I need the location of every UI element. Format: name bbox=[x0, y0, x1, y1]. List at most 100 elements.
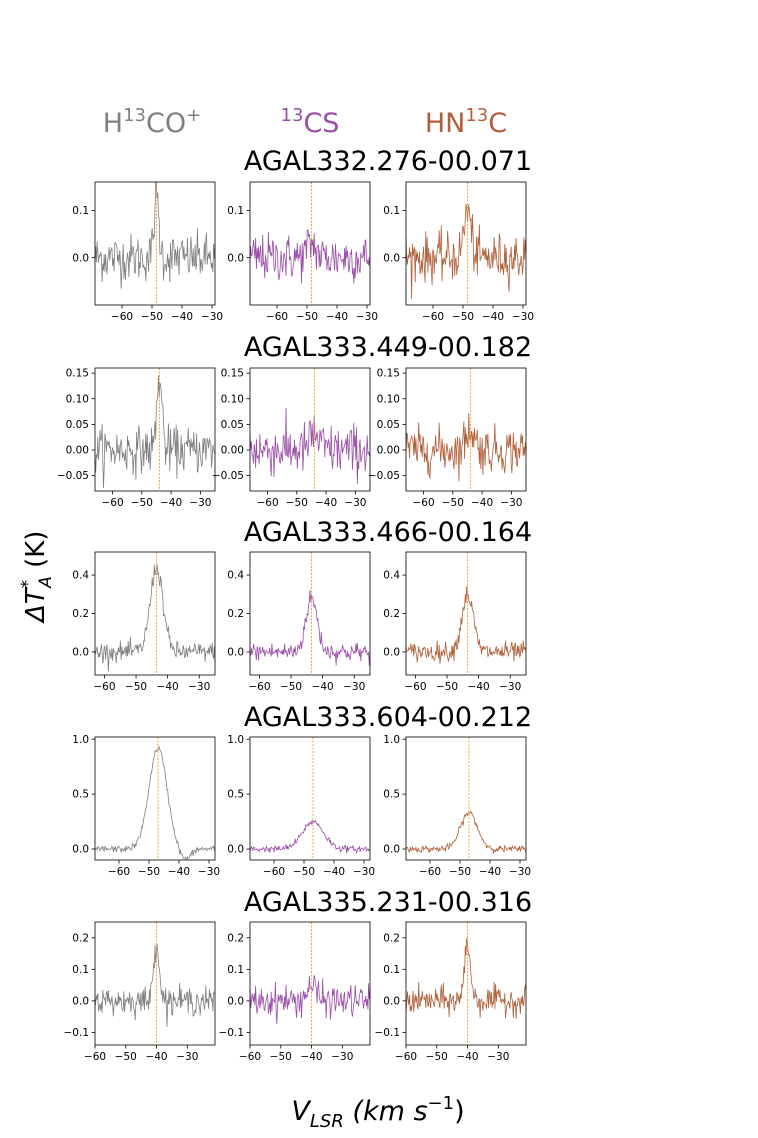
row-title-2: AGAL333.449-00.182 bbox=[244, 332, 532, 363]
plot-frame bbox=[405, 181, 527, 306]
y-tick-label: 0.0 bbox=[383, 995, 400, 1007]
y-tick-label: 0.05 bbox=[66, 419, 89, 431]
y-tick-label: 0.10 bbox=[377, 393, 400, 405]
x-tick-label: −50 bbox=[131, 497, 153, 509]
column-header-molecule: CO bbox=[146, 108, 186, 139]
plot-frame bbox=[249, 367, 371, 492]
x-tick-label: −40 bbox=[160, 497, 182, 509]
y-tick-label: −0.1 bbox=[375, 1027, 401, 1039]
y-tick-label: 0.1 bbox=[72, 964, 89, 976]
column-header-isotope: 13 bbox=[281, 105, 304, 126]
y-tick-label: 0.05 bbox=[221, 419, 244, 431]
x-tick-label: −30 bbox=[499, 681, 521, 693]
y-tick-label: 0.5 bbox=[227, 789, 244, 801]
panel-r1-c1: −60 −50 −40 −30 0.1 0.0 bbox=[72, 181, 223, 323]
x-axis-label-unit: (km s bbox=[344, 1096, 428, 1127]
y-axis-label-superscript: * bbox=[18, 580, 38, 589]
spectrum-line bbox=[249, 819, 371, 855]
spectrum-line bbox=[405, 204, 527, 299]
y-tick-label: 0.0 bbox=[72, 647, 89, 659]
x-tick-label: −60 bbox=[412, 497, 434, 509]
spectrum-line bbox=[94, 746, 216, 861]
spectrum-line bbox=[405, 413, 527, 482]
y-tick-label: 0.0 bbox=[383, 252, 400, 264]
spectrum-line bbox=[405, 937, 527, 1020]
x-tick-label: −60 bbox=[404, 681, 426, 693]
y-tick-label: 0.0 bbox=[383, 844, 400, 856]
x-tick-label: −40 bbox=[171, 311, 193, 323]
plot-frame bbox=[249, 181, 371, 306]
panel-r4-c2: −60 −50 −40 −30 1.0 0.5 0.0 bbox=[227, 734, 375, 878]
x-tick-label: −40 bbox=[300, 1051, 322, 1063]
y-tick-label: 0.10 bbox=[221, 393, 244, 405]
plot-frame bbox=[249, 551, 371, 676]
y-tick-label: 0.0 bbox=[227, 995, 244, 1007]
x-tick-label: −30 bbox=[500, 497, 522, 509]
x-tick-label: −60 bbox=[93, 681, 115, 693]
y-tick-label: 0.10 bbox=[66, 393, 89, 405]
plot-frame bbox=[249, 736, 371, 861]
x-tick-label: −50 bbox=[286, 497, 308, 509]
x-tick-label: −60 bbox=[108, 866, 130, 878]
x-axis-label-exponent: −1 bbox=[428, 1093, 455, 1114]
panel-r1-c2: −60 −50 −40 −30 0.1 0.0 bbox=[227, 181, 378, 323]
plot-frame bbox=[94, 736, 216, 861]
y-tick-label: 0.15 bbox=[377, 368, 400, 380]
x-tick-label: −40 bbox=[326, 311, 348, 323]
x-tick-label: −50 bbox=[293, 866, 315, 878]
x-tick-label: −60 bbox=[266, 311, 288, 323]
y-tick-label: −0.05 bbox=[57, 470, 89, 482]
y-tick-label: 0.0 bbox=[227, 844, 244, 856]
y-tick-label: 0.2 bbox=[383, 932, 400, 944]
y-tick-label: 0.15 bbox=[66, 368, 89, 380]
y-tick-label: −0.1 bbox=[219, 1027, 245, 1039]
y-tick-label: 0.05 bbox=[377, 419, 400, 431]
plot-frame bbox=[405, 367, 527, 492]
x-tick-label: −50 bbox=[296, 311, 318, 323]
y-tick-label: 0.2 bbox=[72, 932, 89, 944]
panel-r1-c3: −60 −50 −40 −30 0.1 0.0 bbox=[383, 181, 534, 323]
x-tick-label: −40 bbox=[312, 681, 334, 693]
column-header-1: H13CO+ bbox=[103, 105, 201, 139]
spectrum-line bbox=[405, 586, 527, 664]
y-tick-label: 0.5 bbox=[383, 789, 400, 801]
x-tick-label: −60 bbox=[422, 311, 444, 323]
x-tick-label: −50 bbox=[138, 866, 160, 878]
x-tick-label: −40 bbox=[157, 681, 179, 693]
x-tick-label: −50 bbox=[125, 681, 147, 693]
x-tick-label: −30 bbox=[343, 681, 365, 693]
y-tick-label: 0.4 bbox=[383, 570, 400, 582]
column-header-3: HN13C bbox=[425, 105, 507, 139]
spectrum-line bbox=[249, 975, 371, 1025]
column-header-molecule: C bbox=[488, 108, 507, 139]
x-tick-label: −40 bbox=[145, 1051, 167, 1063]
x-tick-label: −30 bbox=[198, 866, 220, 878]
y-tick-label: 0.1 bbox=[383, 205, 400, 217]
plot-frame bbox=[94, 367, 216, 492]
y-tick-label: 0.4 bbox=[227, 570, 244, 582]
x-tick-label: −30 bbox=[356, 311, 378, 323]
x-tick-label: −30 bbox=[512, 311, 534, 323]
x-axis-label: VLSR (km s−1) bbox=[291, 1093, 464, 1132]
y-tick-label: 1.0 bbox=[383, 734, 400, 746]
y-tick-label: 0.1 bbox=[227, 205, 244, 217]
x-axis-label-symbol: V bbox=[291, 1096, 312, 1127]
spectrum-line bbox=[249, 589, 371, 666]
x-tick-label: −40 bbox=[471, 497, 493, 509]
x-tick-label: −60 bbox=[111, 311, 133, 323]
x-tick-label: −60 bbox=[419, 866, 441, 878]
y-tick-label: 0.2 bbox=[72, 608, 89, 620]
y-tick-label: 0.0 bbox=[72, 844, 89, 856]
y-tick-label: 0.2 bbox=[227, 608, 244, 620]
plot-frame bbox=[94, 181, 216, 306]
x-tick-label: −60 bbox=[395, 1051, 417, 1063]
x-tick-label: −30 bbox=[188, 681, 210, 693]
x-tick-label: −60 bbox=[256, 497, 278, 509]
panel-r2-c3: −60 −50 −40 −30 0.15 0.10 0.05 0.00 −0.05 bbox=[368, 367, 527, 509]
x-tick-label: −50 bbox=[436, 681, 458, 693]
plot-frame bbox=[249, 921, 371, 1046]
panel-r3-c2: −60 −50 −40 −30 0.4 0.2 0.0 bbox=[227, 551, 371, 693]
x-tick-label: −60 bbox=[248, 681, 270, 693]
x-tick-label: −30 bbox=[487, 1051, 509, 1063]
